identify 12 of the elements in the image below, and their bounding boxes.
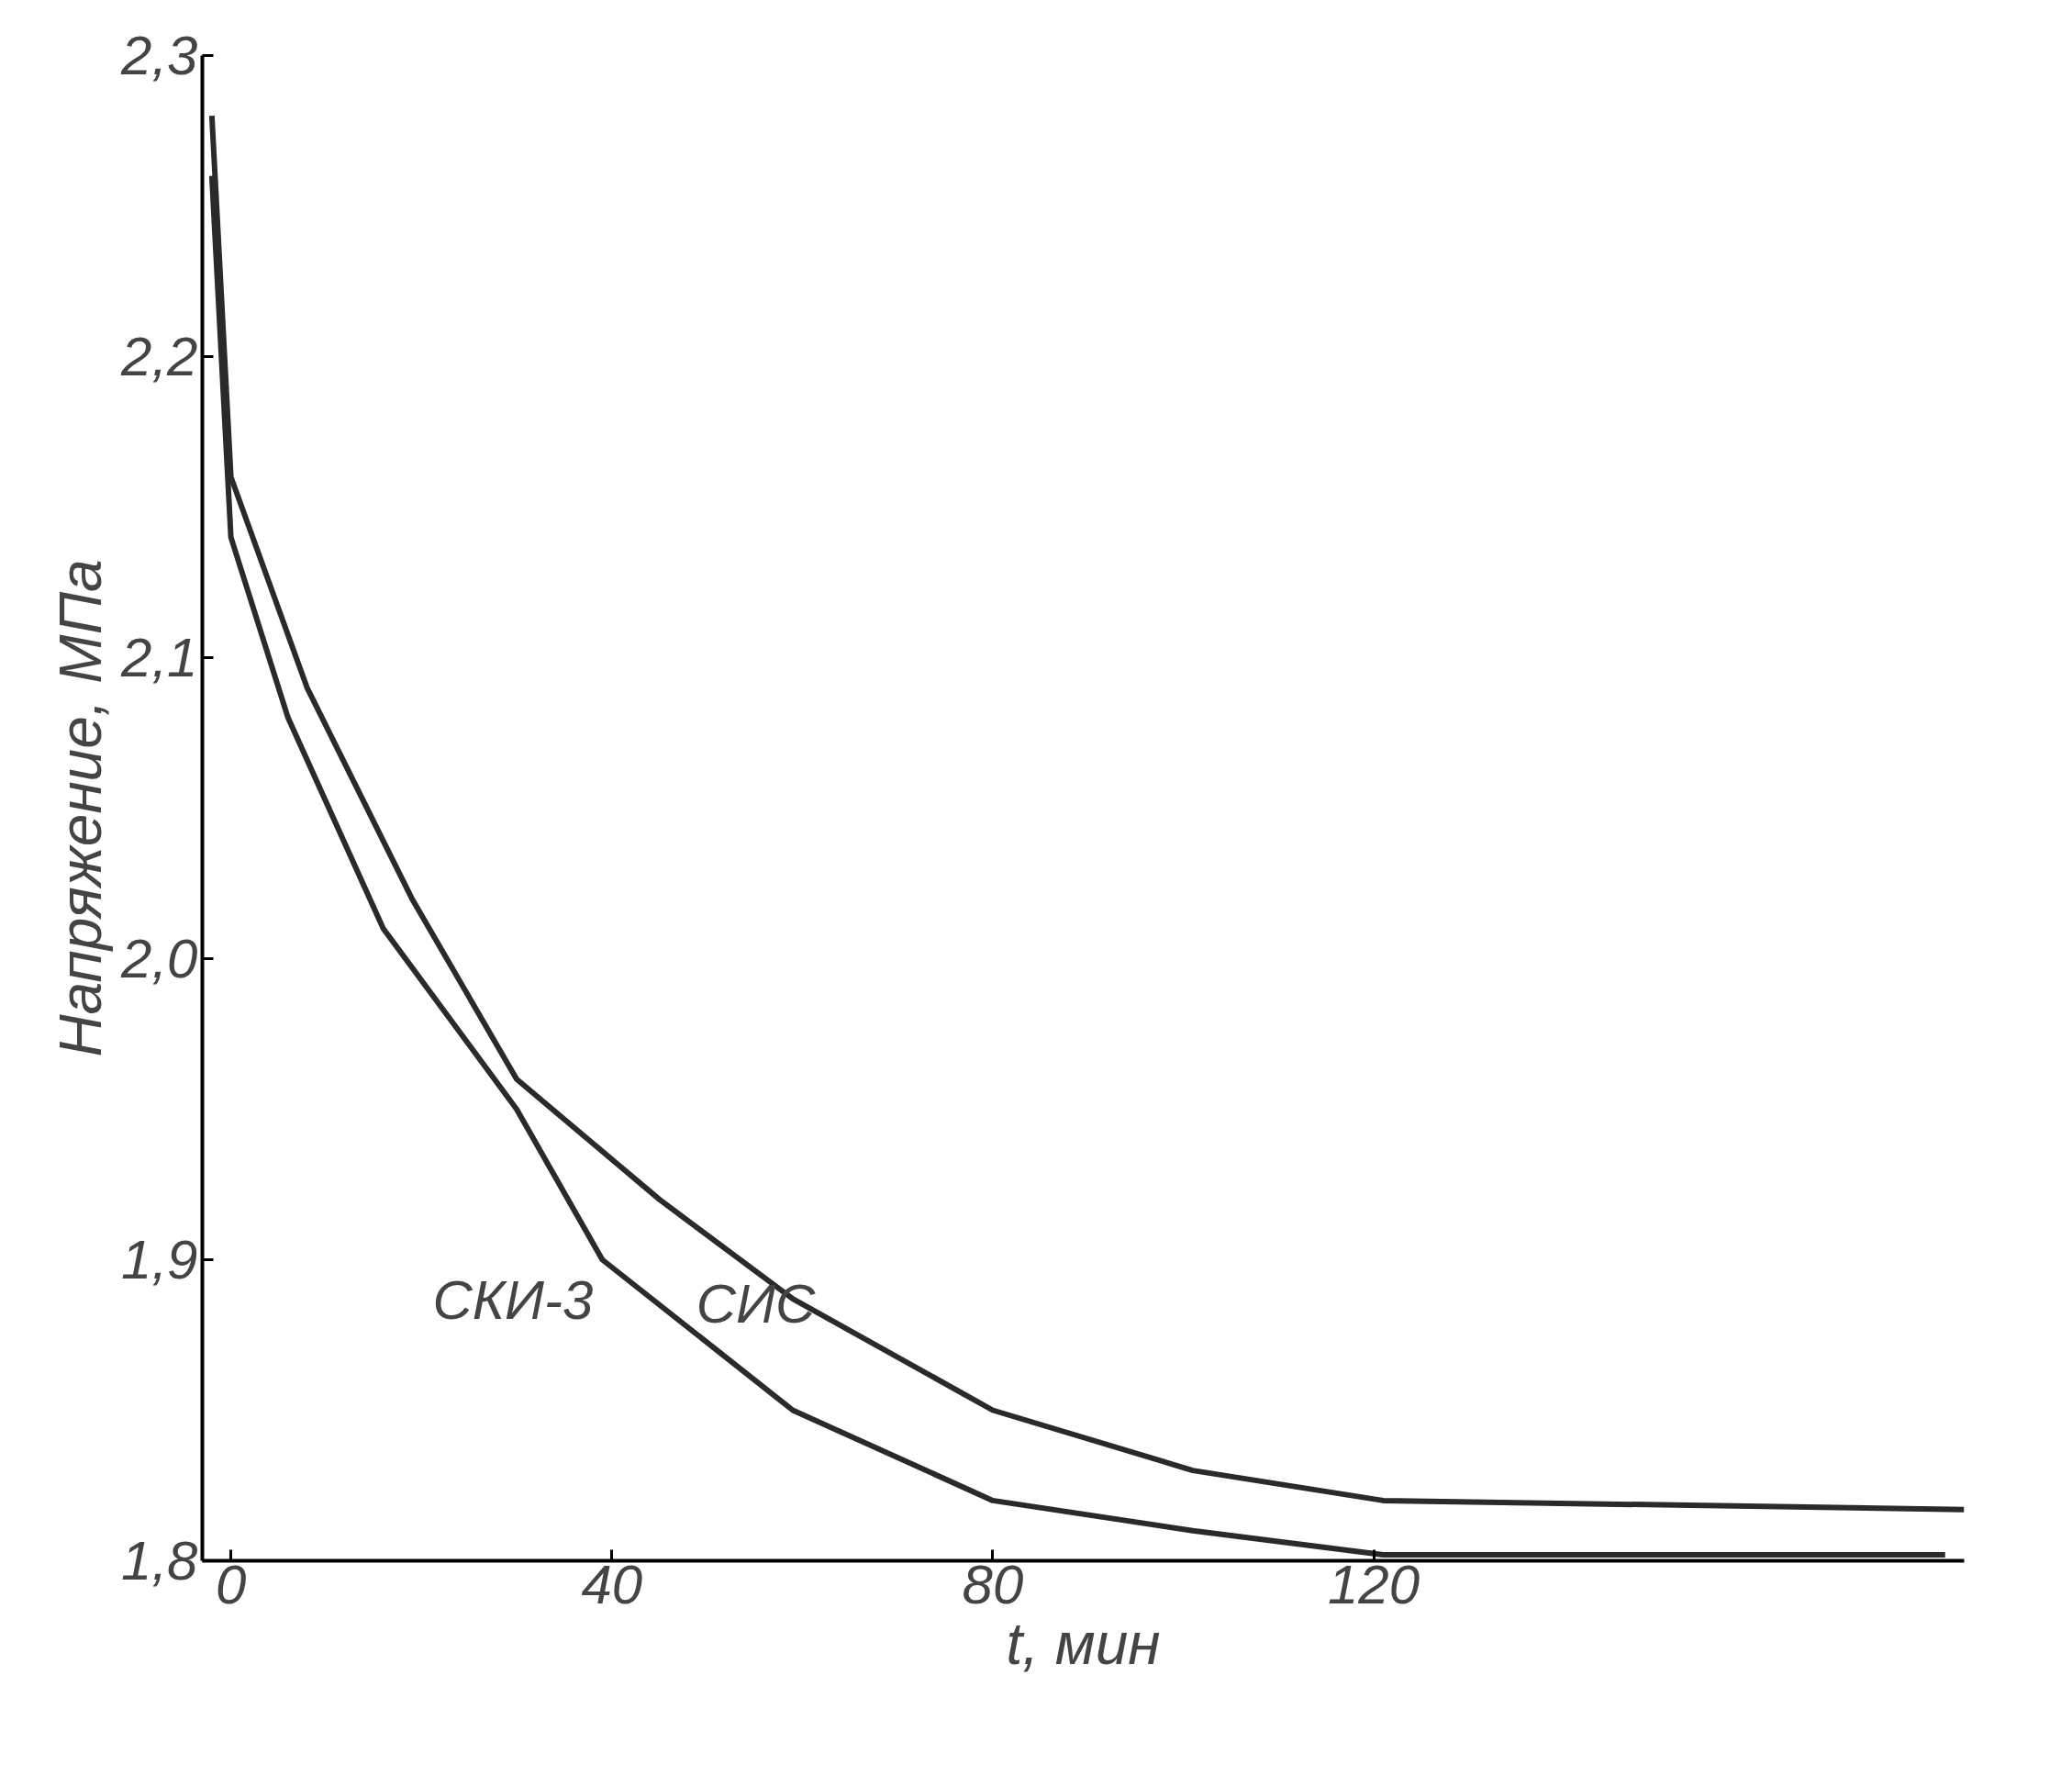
y-tick-label: 2,0 (120, 928, 198, 989)
y-tick-label: 2,3 (120, 25, 198, 86)
y-axis-title: Напряжение, МПа (48, 559, 115, 1057)
y-tick-label: 2,2 (120, 326, 198, 387)
series-label: СИС (696, 1272, 816, 1335)
series-label: СКИ-3 (432, 1268, 594, 1331)
y-tick-label: 1,8 (121, 1530, 199, 1592)
x-tick-label: 0 (215, 1553, 247, 1615)
x-tick-label: 40 (581, 1553, 643, 1615)
x-tick-label: 120 (1327, 1553, 1420, 1615)
y-tick-label: 1,9 (121, 1229, 198, 1290)
y-tick-label: 2,1 (120, 627, 198, 688)
